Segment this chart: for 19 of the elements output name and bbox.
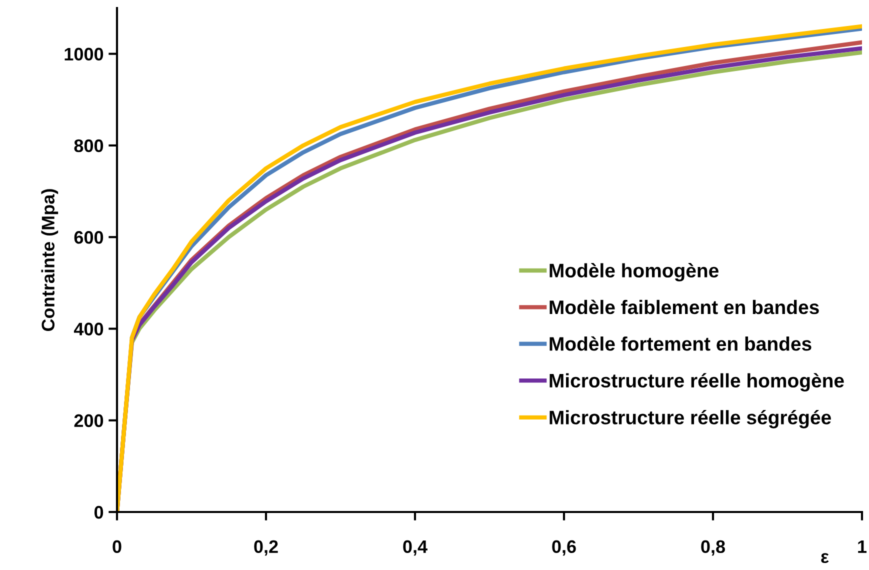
y-tick-label: 1000 — [64, 48, 104, 61]
y-tick-label: 400 — [74, 322, 104, 336]
y-tick-label: 0 — [94, 506, 104, 519]
x-axis-title: ε — [821, 553, 829, 564]
y-tick-label: 200 — [74, 414, 104, 428]
legend-label: Microstructure réelle ségrégée — [550, 410, 831, 428]
x-tick-label: 0,6 — [552, 540, 576, 556]
x-tick-label: 0 — [112, 540, 122, 554]
y-tick-label: 800 — [74, 139, 104, 152]
y-axis-title: Contrainte (Mpa) — [41, 189, 58, 331]
x-tick-label: 0,2 — [254, 540, 278, 556]
legend-label: Modèle homogène — [550, 263, 718, 282]
legend-label: Modèle fortement en bandes — [550, 336, 812, 351]
legend-label: Microstructure réelle homogène — [550, 373, 844, 392]
legend-label: Modèle faiblement en bandes — [550, 300, 819, 314]
x-tick-label: 1 — [858, 540, 867, 553]
x-tick-label: 0,4 — [403, 540, 428, 556]
y-tick-label: 600 — [74, 231, 104, 244]
x-tick-label: 0,8 — [701, 540, 725, 556]
